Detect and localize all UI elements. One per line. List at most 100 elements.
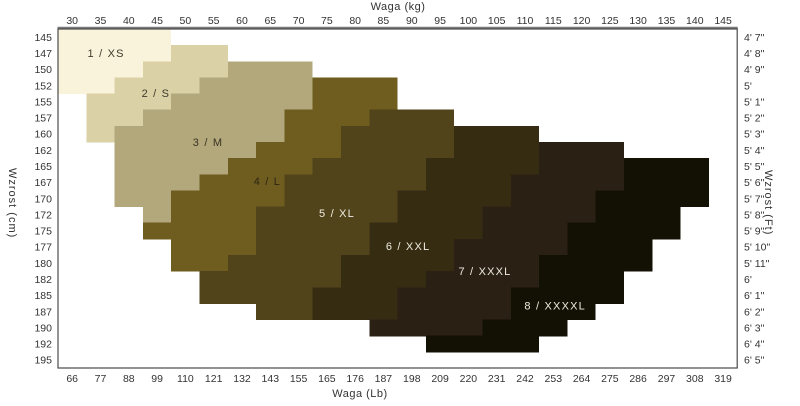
tick-kg: 140 <box>686 15 704 27</box>
size-region-xxxxl <box>595 190 709 208</box>
size-region-s <box>142 61 228 78</box>
size-region-xl <box>256 206 398 224</box>
size-label-xl: 5 / XL <box>319 208 355 220</box>
size-region-xxxl <box>397 287 511 304</box>
axis-title-weight-lb: Waga (Lb) <box>332 388 388 400</box>
size-region-xxxxl <box>567 222 681 240</box>
size-region-l <box>312 77 398 95</box>
tick-kg: 145 <box>714 15 732 27</box>
tick-lb: 209 <box>431 373 449 385</box>
size-region-xxxl <box>454 238 568 256</box>
size-region-l <box>199 174 285 191</box>
size-region-xxl <box>454 142 540 159</box>
tick-cm: 192 <box>34 339 52 351</box>
tick-kg: 130 <box>629 15 647 27</box>
tick-ft: 4' 7" <box>744 32 765 44</box>
tick-cm: 172 <box>34 209 52 221</box>
tick-kg: 90 <box>406 15 418 27</box>
size-region-xxxl <box>539 158 624 175</box>
size-label-xxxl: 7 / XXXL <box>458 266 511 278</box>
tick-ft: 6' 2" <box>744 306 765 318</box>
size-region-s <box>171 45 228 62</box>
tick-ft: 5' 2" <box>744 113 765 125</box>
tick-lb: 155 <box>290 373 308 385</box>
tick-ft: 5' 9" <box>744 226 765 238</box>
size-region-xs <box>58 29 172 46</box>
tick-lb: 275 <box>601 373 619 385</box>
size-region-xxxl <box>454 255 540 272</box>
tick-lb: 121 <box>205 373 223 385</box>
tick-kg: 105 <box>488 15 506 27</box>
tick-kg: 95 <box>434 15 446 27</box>
tick-lb: 77 <box>95 373 107 385</box>
tick-lb: 319 <box>714 373 732 385</box>
tick-kg: 135 <box>658 15 676 27</box>
size-region-xxl <box>397 190 511 208</box>
tick-kg: 125 <box>601 15 619 27</box>
tick-ft: 6' 4" <box>744 339 765 351</box>
size-region-m <box>114 158 228 175</box>
tick-kg: 100 <box>460 15 478 27</box>
tick-cm: 152 <box>34 80 52 92</box>
size-region-m <box>114 125 285 143</box>
tick-ft: 5' 10" <box>744 242 770 254</box>
size-region-xxxl <box>510 190 596 208</box>
size-region-xxl <box>369 222 483 240</box>
tick-ft: 5' 8" <box>744 209 765 221</box>
size-region-xxxxl <box>425 335 540 353</box>
size-region-xxxl <box>425 271 540 288</box>
tick-ft: 6' 3" <box>744 322 765 334</box>
size-region-xl <box>256 238 370 256</box>
tick-kg: 40 <box>123 15 135 27</box>
tick-kg: 45 <box>151 15 163 27</box>
size-region-xl <box>369 109 455 127</box>
size-region-xxxxl <box>510 287 624 304</box>
size-region-xxxl <box>369 319 483 337</box>
size-region-xl <box>256 303 313 321</box>
size-region-l <box>171 190 285 208</box>
size-region-m <box>171 93 313 111</box>
size-region-xxl <box>425 158 540 175</box>
size-region-xl <box>284 190 398 208</box>
tick-cm: 175 <box>34 226 52 238</box>
tick-cm: 195 <box>34 355 52 367</box>
tick-cm: 182 <box>34 274 52 286</box>
tick-lb: 253 <box>545 373 563 385</box>
size-region-s <box>86 93 172 111</box>
size-region-l <box>312 93 398 111</box>
tick-cm: 187 <box>34 306 52 318</box>
tick-lb: 264 <box>573 373 591 385</box>
size-region-xxxl <box>482 206 596 224</box>
tick-kg: 50 <box>180 15 192 27</box>
plot-border <box>57 28 738 369</box>
tick-ft: 5' 4" <box>744 145 765 157</box>
size-region-m <box>114 190 172 208</box>
size-region-l <box>284 109 370 127</box>
tick-cm: 162 <box>34 145 52 157</box>
tick-ft: 6' 1" <box>744 290 765 302</box>
size-region-xxxxl <box>624 174 709 191</box>
size-region-xxl <box>369 238 455 256</box>
tick-cm: 185 <box>34 290 52 302</box>
size-region-xxxxl <box>567 238 653 256</box>
tick-lb: 198 <box>403 373 421 385</box>
size-region-xxxl <box>539 142 624 159</box>
size-region-xxl <box>312 303 398 321</box>
tick-ft: 5' 1" <box>744 96 765 108</box>
size-region-l <box>171 238 257 256</box>
tick-cm: 157 <box>34 113 52 125</box>
tick-ft: 6' 5" <box>744 355 765 367</box>
size-region-xxxxl <box>595 206 681 224</box>
size-label-xs: 1 / XS <box>88 48 125 60</box>
tick-cm: 190 <box>34 322 52 334</box>
size-region-xl <box>256 222 370 240</box>
tick-cm: 170 <box>34 193 52 205</box>
tick-cm: 155 <box>34 96 52 108</box>
tick-ft: 5' 3" <box>744 129 765 141</box>
size-label-m: 3 / M <box>193 137 223 149</box>
size-region-m <box>227 61 313 78</box>
size-region-xs <box>58 77 115 95</box>
size-region-xxl <box>397 206 483 224</box>
tick-kg: 110 <box>517 15 534 27</box>
